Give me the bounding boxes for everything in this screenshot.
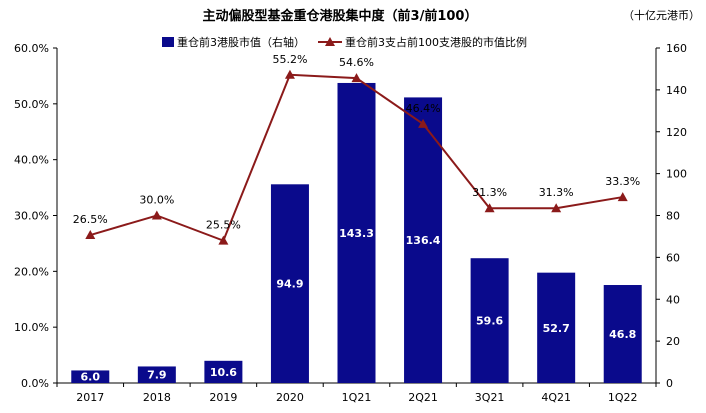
line-point-marker [617, 192, 628, 202]
chart-title: 主动偏股型基金重仓港股集中度（前3/前100） [203, 8, 478, 24]
left-tick-label: 40.0% [14, 154, 49, 167]
line-value-label: 54.6% [339, 56, 374, 69]
legend-bar-label: 重仓前3港股市值（右轴） [177, 35, 305, 49]
bar [204, 360, 243, 383]
bar [404, 97, 443, 383]
line-value-label: 26.5% [73, 213, 108, 226]
bar-value-label: 10.6 [210, 366, 237, 379]
right-tick-label: 60 [666, 251, 680, 264]
line-point-marker [85, 230, 96, 240]
x-tick-label: 1Q22 [608, 391, 638, 404]
bar [71, 370, 110, 383]
bar [470, 258, 509, 383]
x-tick-label: 2018 [143, 391, 171, 404]
left-tick-label: 60.0% [14, 42, 49, 55]
right-tick-label: 100 [666, 168, 687, 181]
line-value-label: 31.3% [472, 186, 507, 199]
line-point-marker [218, 235, 229, 245]
bar [537, 272, 576, 383]
line-value-label: 33.3% [605, 175, 640, 188]
right-tick-label: 40 [666, 293, 680, 306]
line-point-marker [284, 69, 295, 79]
line-value-label: 30.0% [139, 194, 174, 207]
bar-value-label: 52.7 [543, 322, 570, 335]
line-series: 26.5% 30.0% 25.5% 55.2% 54.6% 46.4% 31.3% 31.3%… [73, 53, 640, 245]
bar-value-label: 59.6 [476, 315, 503, 328]
x-tick-label: 2020 [276, 391, 304, 404]
left-tick-label: 0.0% [21, 377, 49, 390]
line-point-marker [551, 203, 562, 213]
right-tick-label: 120 [666, 126, 687, 139]
x-tick-label: 4Q21 [541, 391, 571, 404]
bar [603, 285, 642, 383]
legend: 重仓前3港股市值（右轴） 重仓前3支占前100支港股的市值比例 [162, 35, 527, 49]
left-tick-label: 50.0% [14, 98, 49, 111]
line-point-marker [418, 118, 429, 128]
bar [337, 82, 376, 383]
bar [270, 184, 309, 383]
bar-value-label: 7.9 [147, 369, 167, 382]
bars: 6.0 7.9 10.6 94.9 143.3 136.4 59.6 52.7 46.8 [71, 82, 642, 384]
legend-line-marker [325, 37, 335, 46]
bar-value-label: 6.0 [81, 371, 101, 384]
bar-value-label: 143.3 [339, 227, 374, 240]
line-value-label: 25.5% [206, 219, 241, 232]
bar-value-label: 46.8 [609, 328, 636, 341]
legend-bar-swatch [162, 37, 174, 47]
x-tick-label: 2019 [209, 391, 237, 404]
right-tick-label: 140 [666, 84, 687, 97]
right-tick-label: 80 [666, 210, 680, 223]
x-tick-label: 2Q21 [408, 391, 438, 404]
bar [137, 366, 176, 383]
line-point-marker [151, 210, 162, 220]
x-tick-label: 2017 [76, 391, 104, 404]
line-point-marker [351, 73, 362, 83]
left-tick-label: 30.0% [14, 210, 49, 223]
line-value-label: 55.2% [272, 53, 307, 66]
right-tick-label: 0 [666, 377, 673, 390]
left-tick-label: 10.0% [14, 321, 49, 334]
unit-note: （十亿元港币） [623, 8, 700, 22]
line-value-label: 46.4% [406, 102, 441, 115]
line-value-label: 31.3% [539, 186, 574, 199]
legend-line-label: 重仓前3支占前100支港股的市值比例 [345, 35, 527, 49]
x-tick-label: 1Q21 [342, 391, 372, 404]
x-tick-label: 3Q21 [475, 391, 505, 404]
left-tick-label: 20.0% [14, 265, 49, 278]
right-tick-label: 20 [666, 335, 680, 348]
right-tick-label: 160 [666, 42, 687, 55]
bar-value-label: 94.9 [276, 278, 303, 291]
line-point-marker [484, 203, 495, 213]
bar-value-label: 136.4 [406, 234, 441, 247]
